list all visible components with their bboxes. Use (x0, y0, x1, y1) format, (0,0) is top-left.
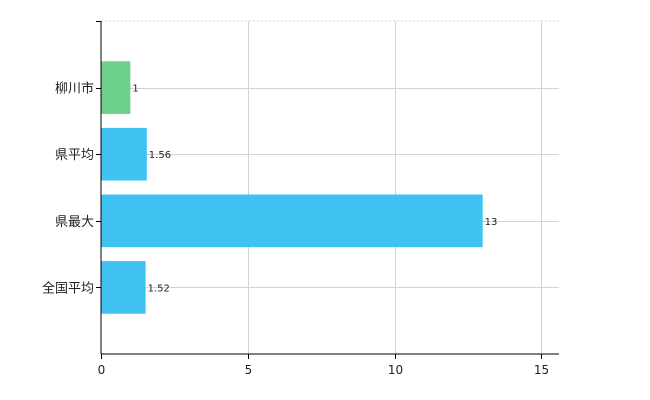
data-label-1: 1.56 (149, 150, 171, 161)
data-label-3: 1.52 (148, 283, 170, 294)
category-label-0: 柳川市 (55, 81, 94, 97)
axes (100, 21, 559, 355)
bar-0 (101, 61, 131, 114)
x-tick-label-5: 5 (245, 363, 253, 377)
x-tick-label-10: 10 (388, 363, 403, 377)
bar-2 (101, 194, 483, 248)
bar-1 (101, 127, 147, 181)
data-labels: 1 1.56 13 1.52 (132, 84, 497, 295)
x-tick-label-15: 15 (534, 363, 549, 377)
category-label-2: 県最大 (55, 215, 94, 230)
data-label-2: 13 (485, 217, 498, 228)
x-tick-label-0: 0 (98, 363, 106, 377)
data-label-0: 1 (132, 84, 138, 95)
bars (101, 61, 483, 314)
grid-lines (101, 20, 559, 354)
category-label-3: 全国平均 (42, 280, 94, 296)
bar-3 (101, 261, 146, 314)
x-ticks: 0 5 10 15 (98, 354, 549, 377)
category-label-1: 県平均 (55, 148, 94, 163)
